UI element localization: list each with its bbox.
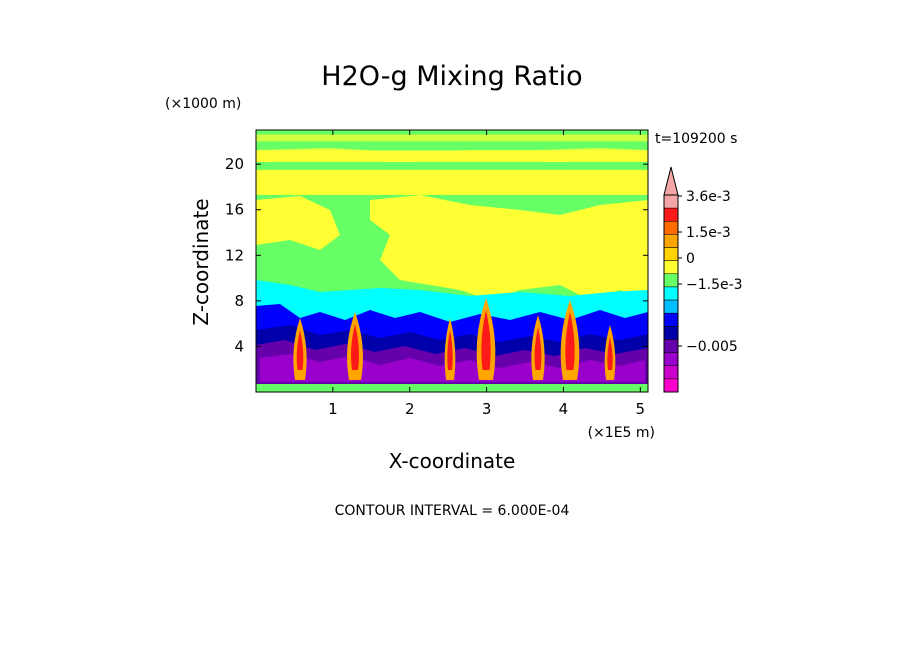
field-plume-red <box>351 324 359 370</box>
colorbar-segment <box>663 378 679 393</box>
field-plume-red <box>534 327 542 370</box>
x-axis-ticks: 1 2 3 4 5 <box>328 130 645 418</box>
colorbar-segment <box>663 247 679 261</box>
x-tick-label: 1 <box>328 400 338 418</box>
colorbar-segment <box>663 326 679 340</box>
x-tick-label: 5 <box>636 400 646 418</box>
field-band-yellow <box>256 134 648 142</box>
contour-interval-label: CONTOUR INTERVAL = 6.000E-04 <box>335 503 570 519</box>
field-plume-red <box>296 330 304 370</box>
colorbar-label: −1.5e-3 <box>686 277 743 293</box>
mixing-ratio-field <box>256 130 648 392</box>
colorbar-segment <box>663 286 679 301</box>
field-plume-red <box>481 310 491 370</box>
y-tick-label: 20 <box>225 155 244 173</box>
field-blob-yellow <box>370 195 648 300</box>
colorbar-label: 1.5e-3 <box>686 225 731 241</box>
y-tick-label: 8 <box>234 292 244 310</box>
colorbar-arrow <box>663 166 679 196</box>
field-plume-red <box>607 337 613 370</box>
colorbar-segment <box>663 221 679 235</box>
field-blob-yellow <box>256 148 648 162</box>
colorbar-segment <box>663 339 679 353</box>
colorbar-segment <box>663 234 679 248</box>
x-tick-label: 3 <box>482 400 492 418</box>
x-axis-label: X-coordinate <box>389 449 516 473</box>
x-tick-label: 2 <box>405 400 415 418</box>
y-axis-ticks: 4 8 12 16 20 <box>225 155 648 355</box>
colorbar-segment <box>663 365 679 380</box>
chart-title: H2O-g Mixing Ratio <box>321 61 582 92</box>
field-blob-yellow <box>256 196 340 250</box>
colorbar-frame <box>663 194 679 393</box>
y-axis-label: Z-coordinate <box>189 198 213 325</box>
y-axis-unit: (×1000 m) <box>165 96 241 112</box>
y-tick-label: 16 <box>225 201 244 219</box>
colorbar-segment <box>663 273 679 288</box>
colorbar-segment <box>663 312 679 327</box>
colorbar-label: 3.6e-3 <box>686 189 731 205</box>
y-tick-label: 12 <box>225 246 244 264</box>
colorbar-segment <box>663 299 679 314</box>
colorbar-segment <box>663 260 679 275</box>
x-axis-unit: (×1E5 m) <box>588 425 655 441</box>
field-plume-red <box>565 312 575 370</box>
field-bottom-strip <box>256 384 648 392</box>
colorbar-label: 0 <box>686 251 695 267</box>
colorbar: 3.6e-3 1.5e-3 0 −1.5e-3 −0.005 <box>663 166 743 393</box>
colorbar-label: −0.005 <box>686 339 738 355</box>
field-band-yellow <box>256 169 648 195</box>
colorbar-segment <box>663 194 679 209</box>
plot-frame <box>255 129 649 393</box>
colorbar-segment <box>663 207 679 222</box>
x-tick-label: 4 <box>559 400 569 418</box>
field-plume-red <box>447 330 453 370</box>
y-tick-label: 4 <box>234 337 244 355</box>
time-label: t=109200 s <box>655 131 737 147</box>
colorbar-segment <box>663 352 679 366</box>
